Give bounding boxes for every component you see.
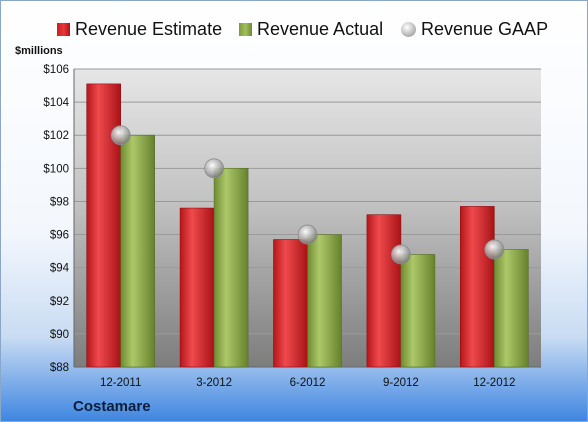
legend-item-actual: Revenue Actual bbox=[239, 15, 383, 43]
bar-revenue-estimate bbox=[366, 214, 402, 368]
x-tick-label: 3-2012 bbox=[196, 377, 232, 389]
x-tick-label: 6-2012 bbox=[290, 377, 326, 389]
legend-label-gaap: Revenue GAAP bbox=[421, 18, 549, 39]
bar-revenue-actual bbox=[213, 168, 249, 368]
point-revenue-gaap bbox=[297, 224, 318, 245]
y-tick-label: $90 bbox=[50, 329, 69, 341]
y-tick-label: $96 bbox=[50, 230, 69, 242]
x-tick-label: 12-2011 bbox=[100, 377, 141, 389]
legend-item-estimate: Revenue Estimate bbox=[57, 15, 222, 43]
point-revenue-gaap bbox=[484, 239, 505, 260]
point-revenue-gaap bbox=[390, 244, 411, 265]
y-tick-label: $106 bbox=[43, 64, 69, 76]
legend-swatch-estimate bbox=[57, 22, 70, 36]
x-tick-label: 12-2012 bbox=[473, 377, 515, 389]
y-tick-label: $98 bbox=[50, 196, 69, 208]
y-tick-label: $88 bbox=[50, 362, 69, 374]
y-tick-label: $102 bbox=[43, 130, 69, 142]
company-name: Costamare bbox=[73, 398, 151, 415]
bar-revenue-actual bbox=[400, 254, 436, 368]
legend-marker-gaap bbox=[401, 21, 416, 37]
legend-label-actual: Revenue Actual bbox=[257, 18, 384, 39]
bar-revenue-estimate bbox=[273, 239, 308, 368]
y-axis-unit-label: $millions bbox=[15, 45, 63, 57]
point-revenue-gaap bbox=[204, 158, 225, 179]
y-tick-label: $94 bbox=[50, 263, 70, 275]
bar-revenue-estimate bbox=[459, 206, 495, 368]
x-tick-label: 9-2012 bbox=[383, 377, 419, 389]
bar-revenue-estimate bbox=[86, 83, 121, 368]
legend-item-gaap: Revenue GAAP bbox=[401, 15, 548, 43]
legend-label-estimate: Revenue Estimate bbox=[75, 18, 223, 39]
legend-swatch-actual bbox=[239, 22, 252, 36]
bar-revenue-estimate bbox=[179, 207, 215, 368]
bar-revenue-actual bbox=[493, 249, 529, 368]
bar-revenue-actual bbox=[307, 234, 342, 368]
y-tick-label: $92 bbox=[50, 296, 69, 308]
point-revenue-gaap bbox=[110, 125, 131, 146]
y-tick-label: $104 bbox=[43, 97, 69, 109]
bar-revenue-actual bbox=[120, 134, 155, 368]
chart-legend: Revenue Estimate Revenue Actual Revenue … bbox=[1, 15, 587, 43]
y-tick-label: $100 bbox=[43, 163, 69, 175]
